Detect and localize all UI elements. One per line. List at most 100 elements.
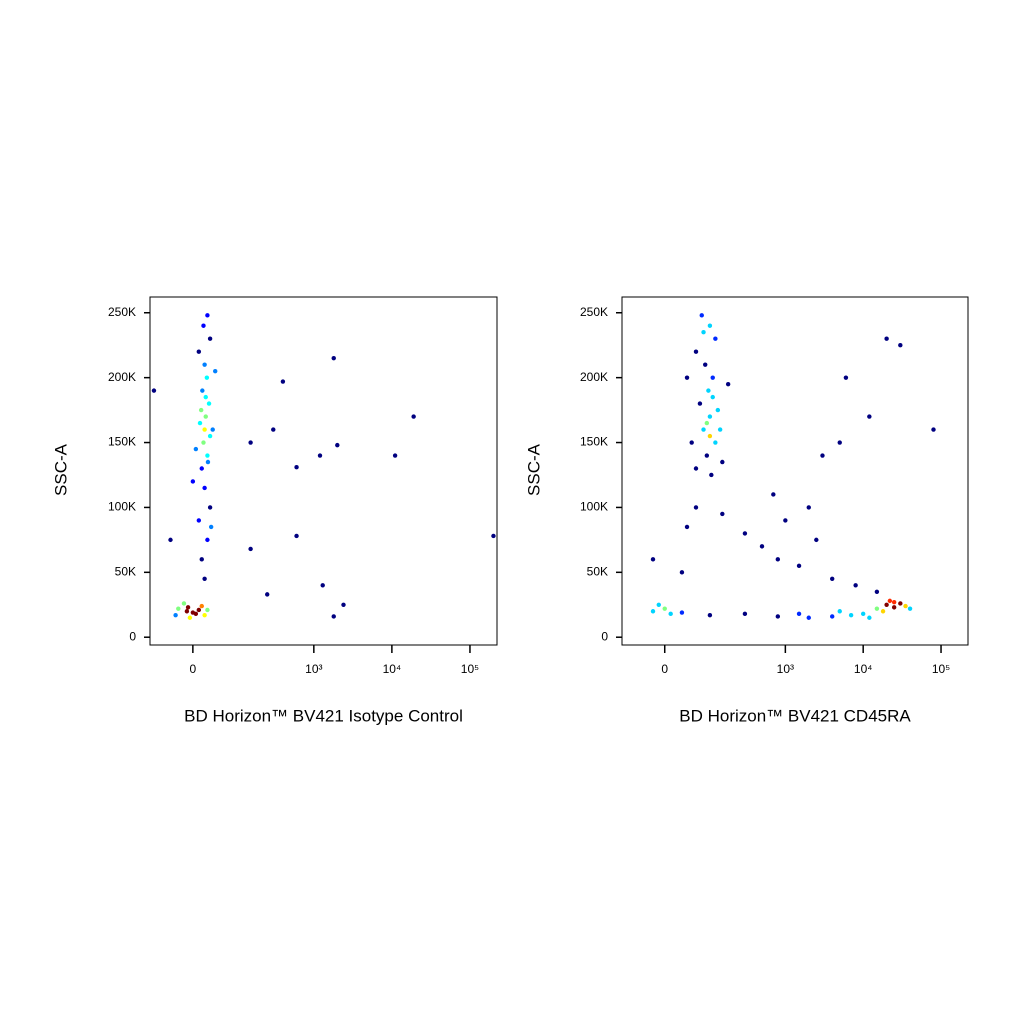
event-dot: [703, 362, 708, 367]
event-dot: [684, 524, 690, 530]
event-dot: [196, 607, 202, 613]
x-tick-label: 10⁵: [932, 662, 950, 676]
event-dot: [707, 433, 713, 439]
event-dot: [701, 427, 706, 432]
event-dot: [853, 583, 858, 588]
event-dot: [707, 323, 713, 328]
event-dot: [867, 615, 872, 620]
x-tick-label: 10³: [305, 662, 322, 676]
event-dot: [814, 537, 819, 543]
event-dot: [679, 610, 685, 615]
event-dot: [202, 612, 207, 618]
event-dot: [198, 407, 204, 413]
event-dot: [196, 518, 202, 523]
event-dot: [173, 612, 178, 618]
event-dot: [843, 375, 849, 380]
x-tick-label: 10⁴: [383, 662, 402, 676]
event-dot: [848, 612, 854, 618]
event-dot: [203, 394, 208, 400]
event-dot: [201, 440, 206, 445]
x-tick-label: 0: [661, 662, 668, 676]
event-dot: [720, 511, 725, 517]
event-dot: [193, 446, 199, 452]
event-dot: [891, 605, 897, 610]
event-dot: [248, 546, 253, 552]
plot: 0 50K 100K 150K 200K 250K 0 10³ 10⁴ 10⁵ BD Horizon…: [524, 296, 969, 725]
event-dot: [294, 465, 299, 470]
event-dot: [710, 394, 715, 400]
x-axis-label: BD Horizon™ BV421 CD45RA: [679, 706, 911, 725]
event-dot: [320, 583, 325, 588]
event-dot: [201, 323, 206, 328]
event-dot: [742, 531, 748, 536]
event-dot: [706, 388, 711, 393]
event-dot: [151, 388, 157, 393]
event-dot: [707, 414, 713, 419]
event-dot: [717, 427, 723, 432]
event-dot: [907, 606, 913, 611]
event-dot: [668, 611, 673, 617]
event-dot: [710, 375, 715, 380]
event-dot: [931, 427, 936, 432]
event-dot: [205, 459, 211, 465]
plot-frame: [149, 296, 498, 646]
event-dot: [331, 614, 336, 619]
event-dot: [176, 606, 181, 611]
y-tick-label: 150K: [580, 435, 608, 449]
event-dot: [775, 614, 781, 619]
x-tick-label: 10³: [777, 662, 794, 676]
event-dot: [294, 533, 299, 539]
event-dot: [271, 427, 276, 432]
event-dot: [806, 505, 811, 510]
event-dot: [830, 614, 835, 619]
event-dot: [775, 557, 781, 562]
y-tick-label: 0: [601, 629, 608, 643]
event-dot: [898, 601, 903, 606]
event-dot: [693, 505, 699, 510]
y-tick-label: 200K: [108, 370, 136, 384]
x-tick-label: 0: [190, 662, 197, 676]
plot: 0 50K 100K 150K 200K 250K 0 10³ 10⁴ 10⁵ BD Horizon…: [51, 296, 498, 725]
event-dot: [837, 440, 842, 445]
event-dot: [208, 524, 214, 530]
event-dot: [759, 544, 765, 549]
x-axis-label: BD Horizon™ BV421 Isotype Control: [184, 706, 463, 725]
event-dot: [701, 330, 706, 335]
event-dot: [713, 336, 718, 341]
event-dot: [202, 576, 207, 582]
y-tick-label: 50K: [115, 564, 136, 578]
y-tick-label: 100K: [108, 500, 136, 514]
event-dot: [679, 570, 685, 575]
event-dot: [207, 336, 213, 341]
event-dot: [771, 492, 776, 497]
event-dot: [205, 537, 210, 543]
event-dot: [205, 607, 210, 613]
event-dot: [199, 466, 204, 471]
event-dot: [168, 537, 173, 543]
event-dot: [190, 610, 196, 615]
event-dot: [709, 472, 714, 478]
event-dot: [202, 485, 207, 491]
event-dot: [317, 453, 323, 458]
event-dot: [725, 381, 731, 387]
event-dot: [783, 518, 788, 523]
event-dot: [650, 557, 656, 562]
event-dot: [210, 427, 215, 432]
event-dot: [693, 466, 699, 471]
x-tick-label: 10⁵: [461, 662, 479, 676]
y-axis-label: SSC-A: [524, 443, 543, 496]
event-dot: [806, 615, 811, 620]
event-dot: [891, 599, 897, 605]
event-dot: [884, 602, 889, 607]
event-dot: [704, 420, 710, 426]
event-dot: [820, 453, 825, 458]
event-dot: [689, 440, 694, 445]
event-dot: [684, 375, 690, 380]
event-dot: [202, 362, 207, 367]
y-tick-label: 0: [129, 629, 136, 643]
event-dot: [202, 427, 207, 432]
event-dot: [874, 589, 880, 594]
event-dot: [331, 355, 336, 361]
event-dot: [880, 609, 886, 614]
